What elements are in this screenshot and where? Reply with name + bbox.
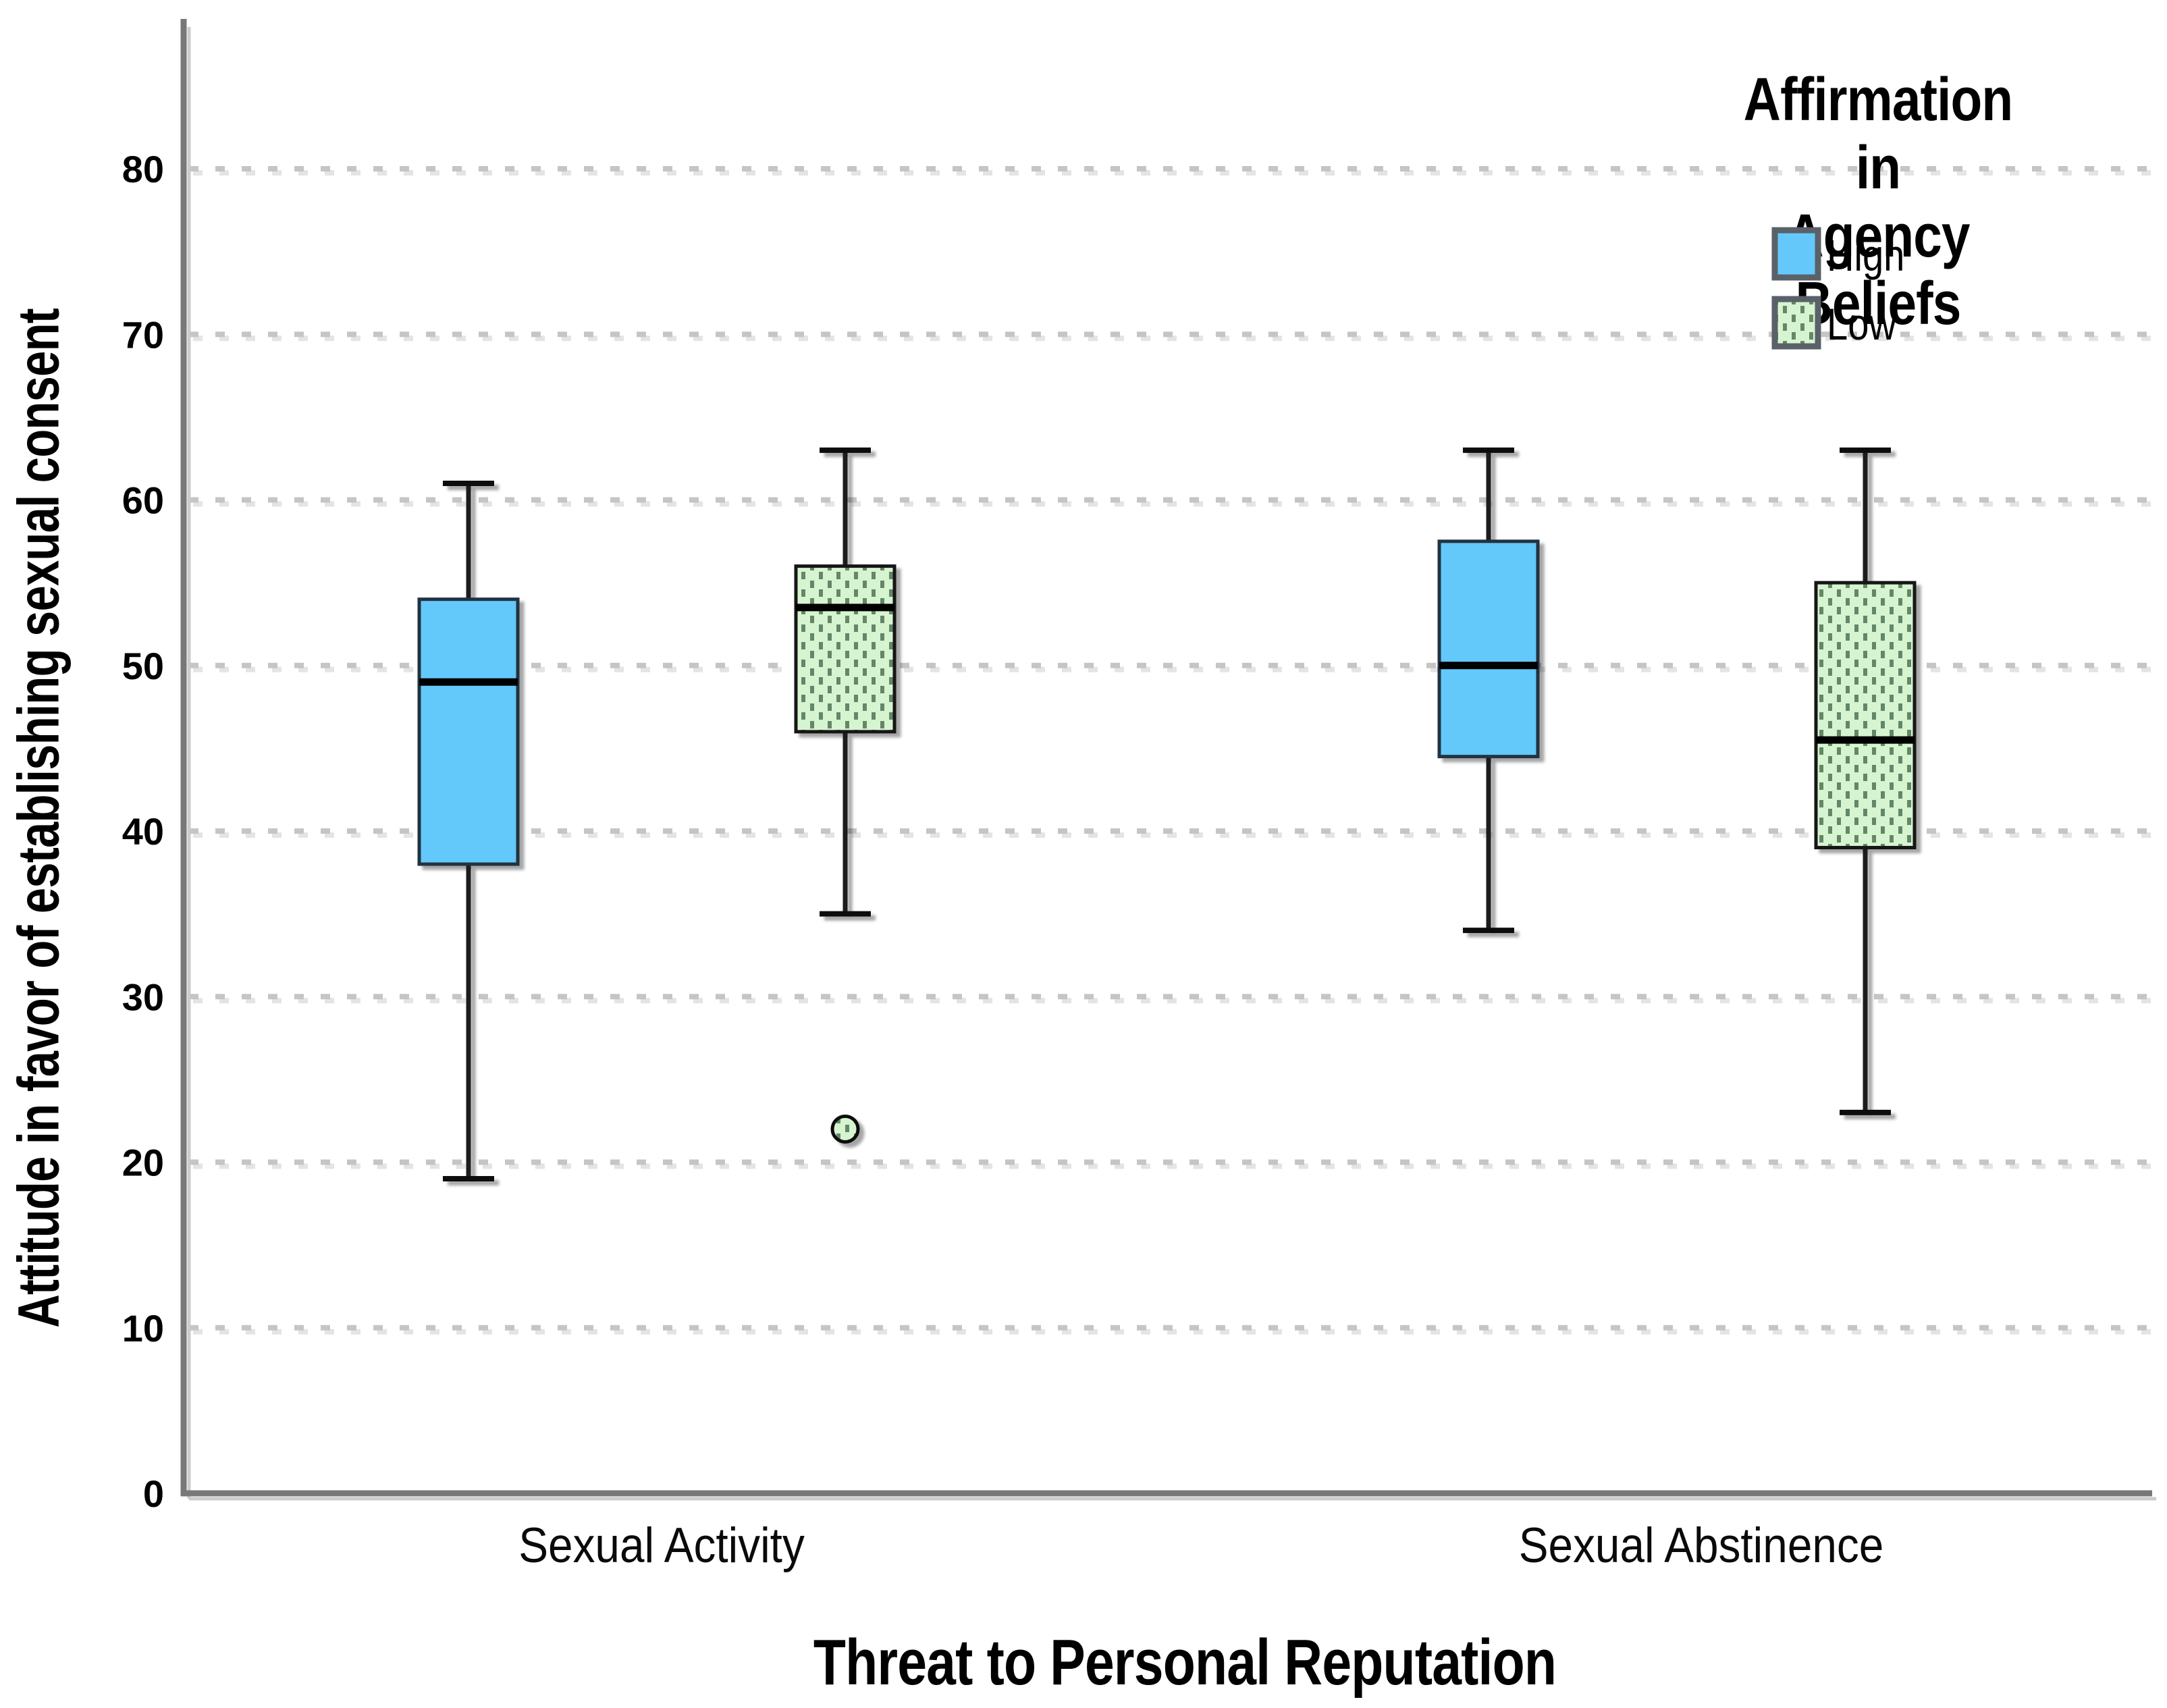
iqr-box (1437, 539, 1540, 759)
y-tick-label: 30 (122, 976, 164, 1018)
y-tick-label: 50 (122, 645, 164, 687)
y-axis-title: Attitude in favor of establishing sexual… (6, 309, 72, 1328)
y-tick-label: 80 (122, 148, 164, 190)
boxplot-high-sexual-activity (417, 480, 520, 1182)
legend-swatch-high-rect (1771, 227, 1821, 281)
boxplot-low-sexual-activity (794, 447, 897, 1144)
legend-entry-high: High (1771, 227, 1919, 281)
legend-label-low: Low (1827, 299, 1896, 349)
iqr-box (1814, 581, 1917, 850)
legend-swatch-high-icon (1771, 227, 1821, 281)
x-category-label-sexual-activity: Sexual Activity (518, 1518, 805, 1573)
legend-label-high: High (1827, 230, 1905, 280)
y-tick-label: 0 (143, 1472, 164, 1515)
y-tick-label: 70 (122, 313, 164, 356)
legend-entry-low: Low (1771, 296, 1919, 350)
boxplot-low-sexual-abstinence (1814, 447, 1917, 1115)
iqr-box (417, 597, 520, 866)
x-axis-title: Threat to Personal Reputation (813, 1626, 1557, 1699)
y-tick-label: 40 (122, 810, 164, 853)
boxes-layer (417, 447, 1917, 1182)
y-tick-label: 20 (122, 1142, 164, 1184)
iqr-box (794, 564, 897, 734)
legend-swatch-low-rect (1771, 296, 1821, 350)
legend-swatch-low-icon (1771, 296, 1821, 350)
legend: High Low (1771, 227, 1919, 350)
y-tick-label: 60 (122, 479, 164, 522)
x-category-label-sexual-abstinence: Sexual Abstinence (1518, 1518, 1884, 1573)
y-tick-label: 10 (122, 1307, 164, 1350)
outlier-point (830, 1114, 860, 1144)
boxplot-high-sexual-abstinence (1437, 447, 1540, 934)
